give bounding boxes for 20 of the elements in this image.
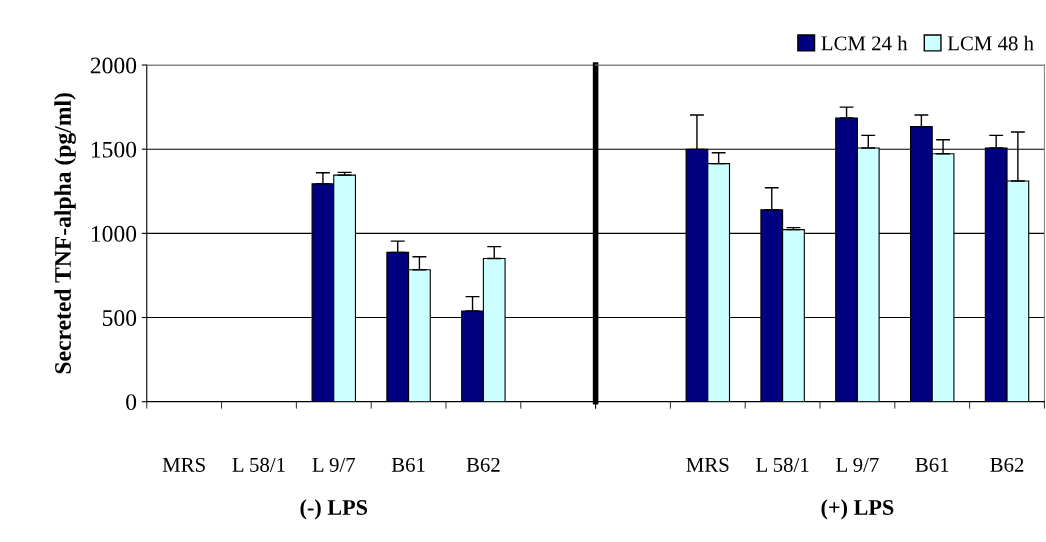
x-tick-label: B62 bbox=[466, 457, 500, 472]
y-tick-label: 0 bbox=[126, 394, 137, 411]
x-tick-label: B61 bbox=[391, 457, 425, 472]
y-tick-label: 2000 bbox=[90, 57, 137, 74]
y-tick-label: 1000 bbox=[91, 225, 137, 242]
x-tick-label: B62 bbox=[990, 457, 1024, 472]
y-tick-label: 500 bbox=[102, 310, 137, 326]
text: (+) LPS bbox=[821, 499, 894, 520]
x-tick-label: L 9/7 bbox=[312, 457, 356, 472]
x-tick-label: L 58/1 bbox=[232, 457, 285, 472]
text: (-) LPS bbox=[300, 499, 368, 520]
legend-label: LCM 48 h bbox=[947, 35, 1034, 51]
x-tick-label: MRS bbox=[162, 457, 205, 472]
legend-label: LCM 24 h bbox=[821, 35, 908, 51]
y-axis-title: Secreted TNF-alpha (pg/ml) bbox=[54, 93, 76, 374]
y-tick-label: 1500 bbox=[91, 141, 137, 158]
x-tick-label: L 9/7 bbox=[836, 457, 879, 472]
x-tick-label: MRS bbox=[686, 457, 729, 472]
x-tick-label: L 58/1 bbox=[756, 457, 809, 472]
x-tick-label: B61 bbox=[915, 457, 949, 472]
